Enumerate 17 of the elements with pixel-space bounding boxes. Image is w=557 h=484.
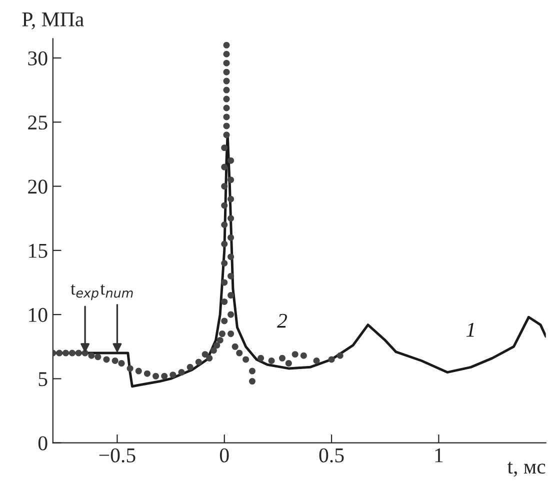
y-axis-title: P, МПа — [22, 12, 84, 30]
y-tick-label: 30 — [28, 51, 48, 66]
y-tick-label: 15 — [29, 244, 48, 258]
x-tick-label: −0.5 — [99, 448, 136, 462]
x-tick-label: 0.5 — [319, 448, 344, 462]
annotation: t$_{exp}$ — [70, 284, 98, 300]
x-tick-label: 1 — [435, 448, 443, 462]
x-tick-label: 0 — [220, 448, 229, 462]
y-tick-label: 0 — [38, 436, 48, 450]
y-tick-label: 10 — [29, 308, 48, 322]
y-tick-label: 20 — [28, 180, 48, 194]
series-label: 1 — [466, 322, 474, 337]
y-tick-label: 25 — [28, 116, 48, 130]
x-axis-title: t, мс — [507, 462, 546, 477]
annotation: t$_{num}$ — [100, 284, 133, 298]
series-label: 2 — [277, 314, 287, 328]
y-tick-label: 5 — [38, 372, 48, 386]
